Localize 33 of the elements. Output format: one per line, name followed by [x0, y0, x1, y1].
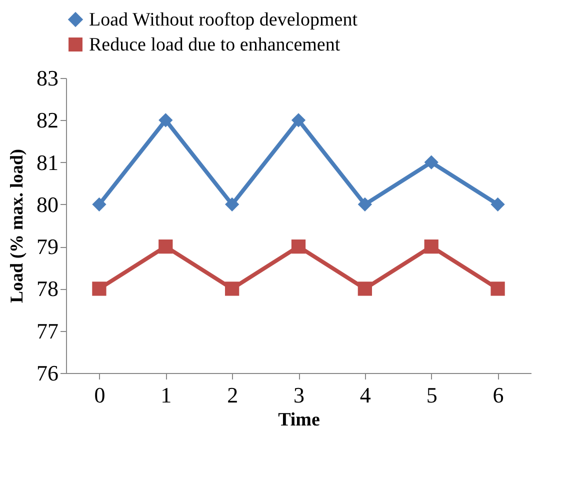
x-axis-title: Time	[278, 410, 320, 430]
point	[490, 282, 505, 296]
y-tick-label: 80	[36, 192, 58, 217]
point	[158, 113, 173, 128]
point	[158, 240, 173, 254]
point	[92, 197, 106, 212]
point	[424, 155, 438, 170]
y-tick-label: 76	[36, 360, 58, 386]
point	[291, 240, 306, 254]
point	[291, 113, 306, 128]
y-tick-label: 81	[36, 150, 58, 175]
legend-label: Reduce load due to enhancement	[89, 34, 341, 56]
x-tick-label: 3	[294, 382, 304, 408]
y-axis-title: Load (% max. load)	[6, 148, 26, 304]
y-tick-label: 78	[36, 276, 58, 302]
x-tick-label: 6	[492, 382, 504, 408]
point	[225, 282, 240, 296]
point	[490, 197, 505, 212]
point	[424, 240, 438, 254]
x-tick-label: 4	[360, 382, 371, 408]
point	[358, 282, 372, 296]
point	[225, 197, 240, 212]
y-tick-label: 83	[36, 66, 58, 90]
y-tick-label: 77	[36, 318, 58, 344]
legend-label: Load Without rooftop development	[89, 10, 358, 30]
point	[92, 282, 106, 296]
x-tick-label: 5	[426, 382, 438, 408]
x-tick-label: 1	[160, 382, 172, 408]
x-tick-label: 0	[94, 382, 106, 408]
x-tick-label: 2	[227, 382, 238, 408]
y-tick-label: 82	[36, 108, 58, 133]
y-tick-label: 79	[36, 234, 58, 260]
point	[358, 197, 372, 212]
